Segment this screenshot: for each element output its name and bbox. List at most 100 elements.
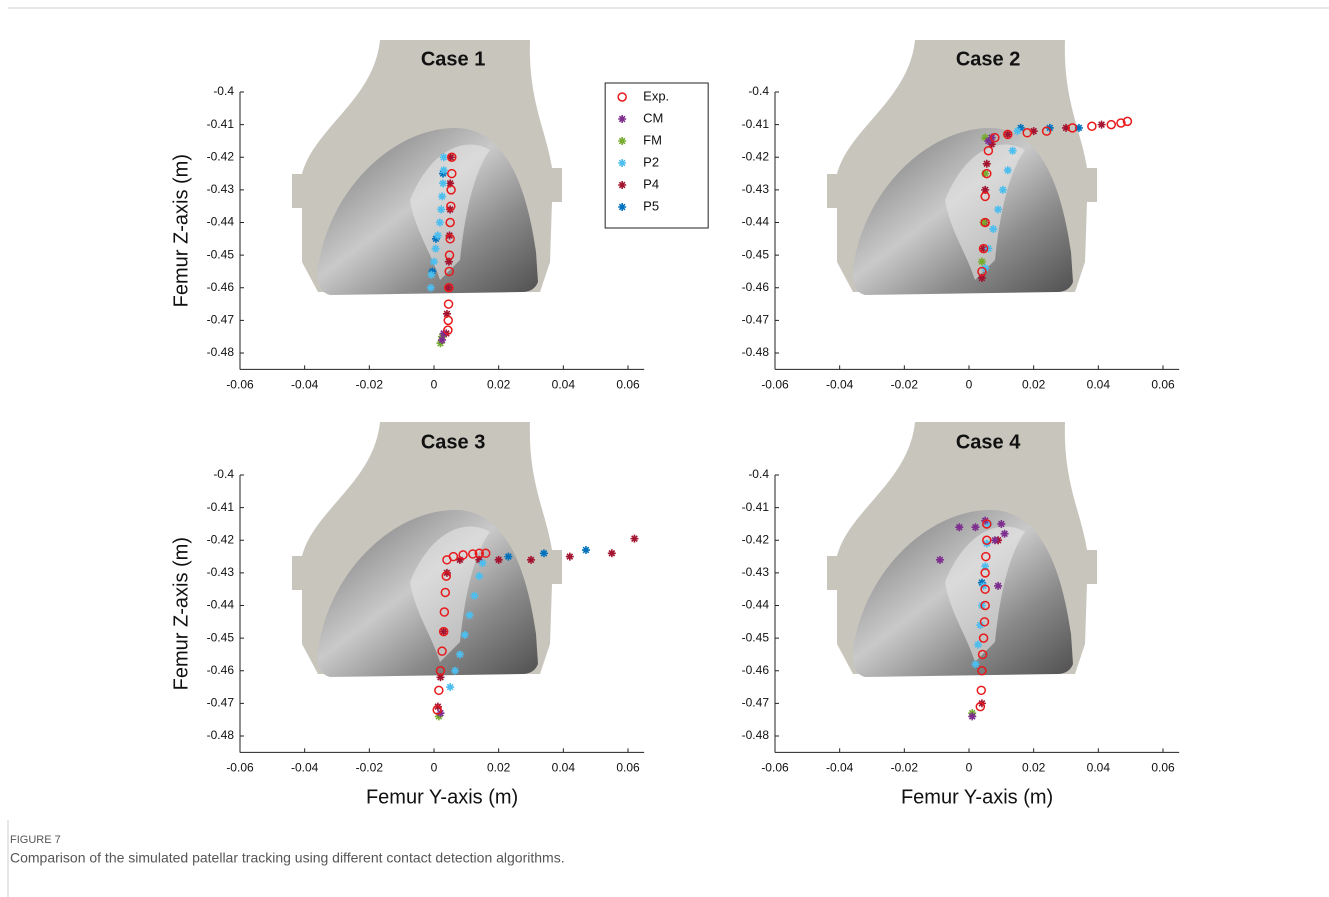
y-tick-label: -0.46 [207,280,235,294]
legend-marker [618,137,626,145]
figure: FIGURE 7 Comparison of the simulated pat… [0,0,1329,897]
data-point [440,166,448,174]
legend-label: CM [643,110,663,125]
legend-marker [618,181,626,189]
x-tick-label: 0.06 [1151,760,1175,774]
x-tick-label: -0.02 [356,760,384,774]
x-tick-label: -0.06 [226,760,254,774]
data-point [438,336,446,344]
legend-label: Exp. [643,88,669,103]
x-tick-label: -0.02 [891,760,919,774]
data-point [1004,166,1012,174]
y-tick-label: -0.4 [213,84,234,98]
y-tick-label: -0.47 [207,313,235,327]
data-point [479,559,487,567]
data-point [630,535,638,543]
x-tick-label: 0.04 [552,760,576,774]
x-tick-label: -0.04 [826,377,854,391]
y-tick-label: -0.45 [742,630,770,644]
data-point [968,712,976,720]
data-point [427,271,435,279]
y-tick-label: -0.46 [742,663,770,677]
y-tick-label: -0.47 [742,696,770,710]
y-tick-label: -0.43 [742,182,770,196]
data-point [445,300,453,308]
data-point [994,582,1002,590]
y-tick-label: -0.42 [742,532,770,546]
x-tick-label: 0.02 [487,760,511,774]
data-point [971,660,979,668]
data-point [977,686,985,694]
data-point [451,667,459,675]
x-tick-label: 0.06 [1151,377,1175,391]
x-tick-label: 0.04 [552,377,576,391]
data-point [566,553,574,561]
y-tick-label: -0.45 [207,630,235,644]
data-point [466,611,474,619]
y-axis-label: Femur Z-axis (m) [170,154,192,307]
data-point [1098,121,1106,129]
y-tick-label: -0.4 [748,467,769,481]
data-point [1088,122,1096,130]
y-tick-label: -0.47 [742,313,770,327]
y-tick-label: -0.43 [742,565,770,579]
data-point [436,219,444,227]
data-point [1001,530,1009,538]
femur-image [292,422,562,677]
y-tick-label: -0.41 [742,500,770,514]
x-tick-label: -0.02 [891,377,919,391]
data-point [435,686,443,694]
data-point [997,520,1005,528]
data-point [470,592,478,600]
y-tick-label: -0.48 [742,728,770,742]
x-tick-label: 0.02 [1022,760,1046,774]
legend-label: P5 [643,198,659,213]
legend-label: P2 [643,154,659,169]
x-tick-label: 0.06 [616,760,640,774]
data-point [427,284,435,292]
data-point [540,549,548,557]
y-tick-label: -0.43 [207,565,235,579]
data-point [936,556,944,564]
data-point [999,186,1007,194]
figure-label: FIGURE 7 [10,834,61,846]
y-tick-label: -0.47 [207,696,235,710]
y-tick-label: -0.44 [742,215,770,229]
x-tick-label: 0.04 [1087,377,1111,391]
x-tick-label: 0 [431,377,438,391]
chart-title: Case 2 [956,48,1021,70]
legend-marker [618,115,626,123]
data-point [430,258,438,266]
x-tick-label: 0.06 [616,377,640,391]
y-tick-label: -0.4 [213,467,234,481]
x-tick-label: 0 [966,760,973,774]
y-tick-label: -0.41 [742,117,770,131]
data-point [434,232,442,240]
data-point [456,650,464,658]
femur-image [827,40,1097,295]
x-tick-label: 0.02 [487,377,511,391]
y-tick-label: -0.44 [207,598,235,612]
x-tick-label: -0.02 [356,377,384,391]
data-point [461,631,469,639]
data-point [440,153,448,161]
y-tick-label: -0.48 [207,728,235,742]
y-tick-label: -0.42 [207,532,235,546]
data-point [527,556,535,564]
femur-image [292,40,562,295]
chart-title: Case 4 [956,431,1021,453]
legend-label: FM [643,132,662,147]
x-tick-label: -0.06 [226,377,254,391]
figure-caption: Comparison of the simulated patellar tra… [10,850,565,866]
legend-marker [618,159,626,167]
x-tick-label: -0.06 [761,377,789,391]
data-point [446,683,454,691]
y-tick-label: -0.44 [207,215,235,229]
x-tick-label: 0.04 [1087,760,1111,774]
y-axis-label: Femur Z-axis (m) [170,537,192,690]
y-tick-label: -0.48 [207,345,235,359]
data-point [1107,121,1115,129]
x-axis-label: Femur Y-axis (m) [901,787,1053,809]
y-tick-label: -0.41 [207,117,235,131]
x-tick-label: 0 [431,760,438,774]
